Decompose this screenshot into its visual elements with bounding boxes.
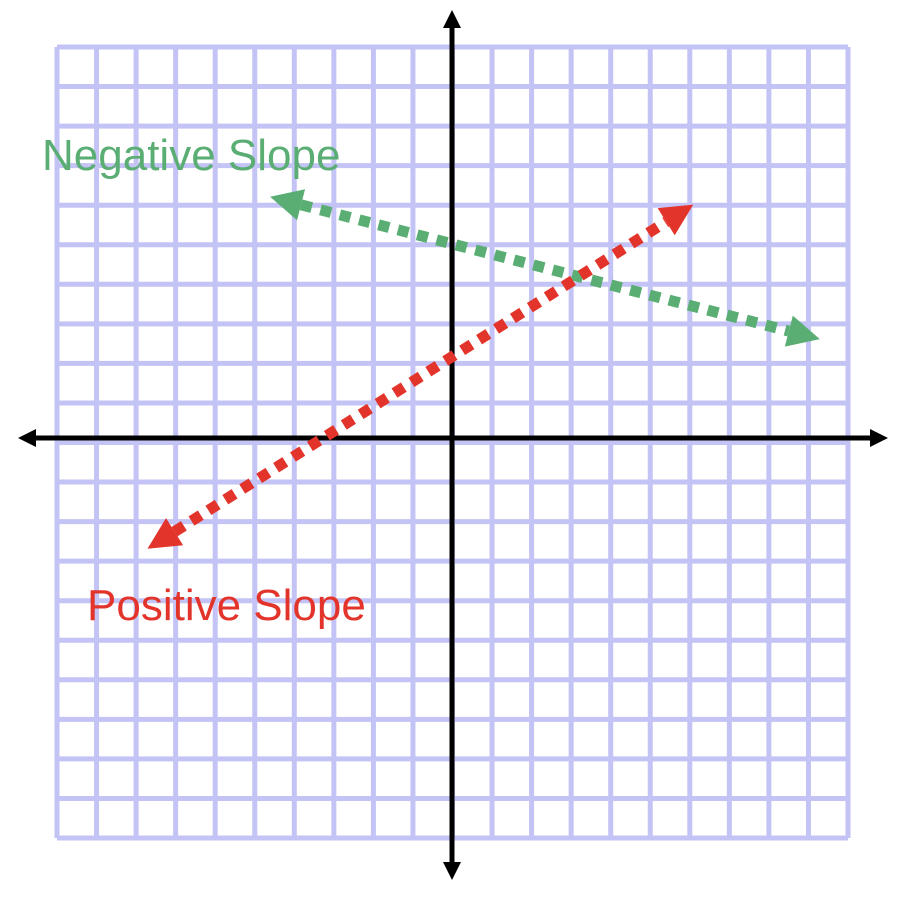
positive-dashed-segment	[171, 217, 670, 537]
positive-start-arrowhead	[147, 518, 184, 549]
positive-slope-line	[147, 204, 694, 549]
axes	[18, 10, 888, 880]
negative-slope-line	[270, 189, 820, 347]
negative-end-arrowhead	[784, 315, 820, 347]
negative-dashed-segment	[299, 199, 791, 337]
negative-start-arrowhead	[270, 189, 306, 221]
negative-slope-label: Negative Slope	[42, 131, 340, 180]
x-axis-right-arrow	[870, 429, 888, 447]
positive-slope-label: Positive Slope	[87, 581, 366, 630]
slope-lines	[147, 189, 820, 549]
y-axis-top-arrow	[443, 10, 461, 28]
positive-end-arrowhead	[657, 204, 694, 236]
x-axis-left-arrow	[18, 429, 36, 447]
y-axis-bottom-arrow	[443, 862, 461, 880]
